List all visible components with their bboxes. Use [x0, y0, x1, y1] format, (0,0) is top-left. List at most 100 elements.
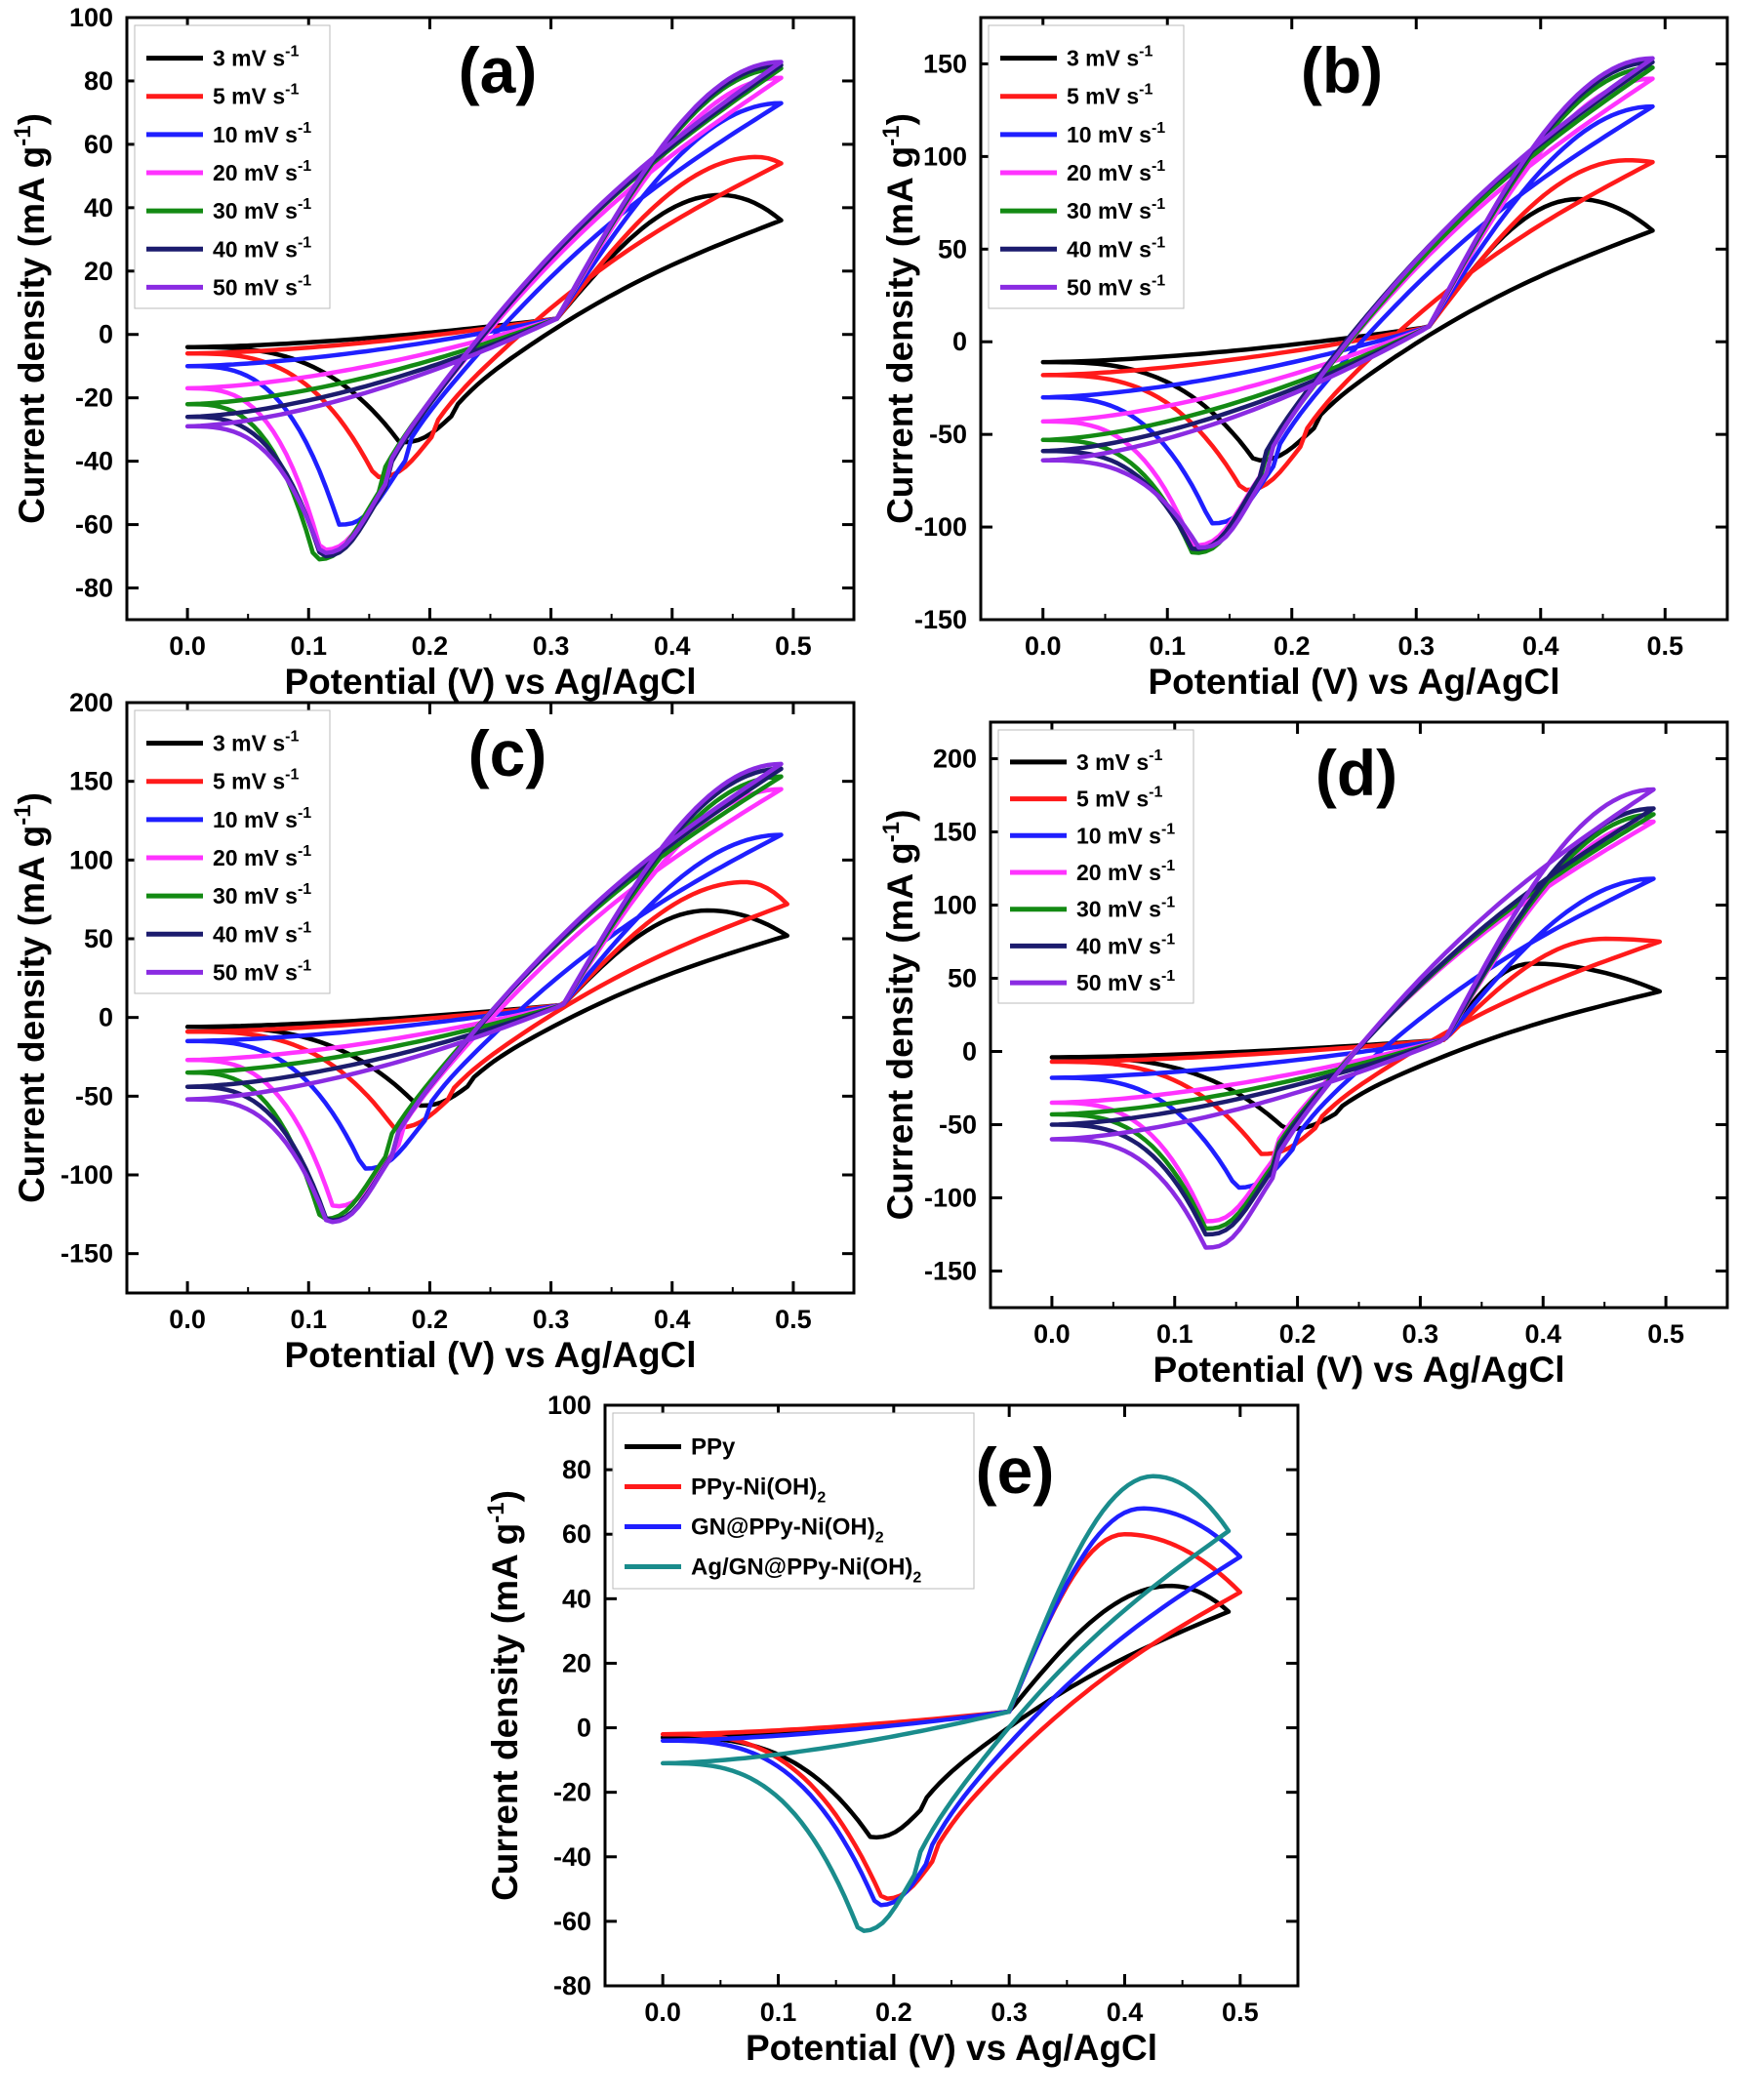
- x-tick-label: 0.5: [1647, 1319, 1684, 1349]
- legend-label-sup: -1: [285, 729, 299, 746]
- y-axis-title-tail: ): [880, 113, 920, 125]
- y-tick-label: 20: [84, 257, 113, 286]
- legend-label-main: 30 mV s: [1067, 198, 1152, 223]
- series-line-1: [1040, 196, 1655, 463]
- y-tick-label: 150: [69, 767, 113, 796]
- legend-label-main: 30 mV s: [213, 883, 298, 909]
- series-line-6: [1040, 60, 1655, 551]
- y-tick-label: -100: [914, 512, 967, 542]
- x-tick-label: 0.5: [775, 1305, 812, 1334]
- series-group: [184, 60, 784, 562]
- legend-label-sup: -1: [1152, 196, 1165, 213]
- panel-label: (a): [459, 34, 538, 106]
- legend-label-sup: -1: [298, 158, 311, 175]
- y-tick-label: 100: [547, 1391, 591, 1420]
- legend-label-sup: -1: [1149, 747, 1162, 764]
- y-axis-title: Current density (mA g-1): [10, 792, 52, 1203]
- x-tick-label: 0.0: [644, 1998, 681, 2027]
- legend-label: 50 mV s-1: [213, 957, 311, 985]
- legend-label-main: 10 mV s: [1076, 823, 1161, 848]
- legend-label-main: 40 mV s: [1076, 933, 1161, 958]
- x-tick-label: 0.5: [1646, 631, 1683, 661]
- x-tick-label: 0.3: [1397, 631, 1435, 661]
- legend-label-sup: -1: [298, 272, 311, 289]
- legend-label-sup: -1: [298, 120, 311, 137]
- legend-label: Ag/GN@PPy-Ni(OH)2: [691, 1555, 921, 1587]
- legend-box: [988, 24, 1185, 309]
- legend-label-main: 5 mV s: [213, 769, 285, 794]
- y-tick-label: -60: [75, 510, 113, 540]
- series-line-1: [184, 908, 789, 1109]
- x-axis-title: Potential (V) vs Ag/AgCl: [746, 2028, 1157, 2068]
- legend-label-main: 30 mV s: [213, 198, 298, 223]
- legend-label-main: 50 mV s: [213, 959, 298, 985]
- x-tick-label: 0.1: [1156, 1319, 1193, 1349]
- series-line-4: [660, 1474, 1232, 1933]
- legend-label: 5 mV s-1: [1067, 82, 1153, 109]
- legend-label: 30 mV s-1: [213, 881, 311, 909]
- legend-label-main: GN@PPy-Ni(OH): [691, 1514, 875, 1541]
- y-tick-label: 60: [562, 1519, 591, 1549]
- y-tick-label: 0: [99, 320, 113, 349]
- x-tick-label: 0.4: [1107, 1998, 1144, 2027]
- series-line-1: [184, 192, 784, 445]
- legend-label: 20 mV s-1: [213, 158, 311, 185]
- series-line-7: [1049, 787, 1656, 1250]
- y-tick-label: -80: [75, 574, 113, 603]
- y-axis-title-main: Current density (mA g: [485, 1523, 525, 1901]
- y-tick-label: 200: [69, 688, 113, 717]
- x-tick-label: 0.4: [1522, 631, 1559, 661]
- y-tick-label: 80: [84, 66, 113, 96]
- x-tick-label: 0.3: [991, 1998, 1028, 2027]
- y-axis-title-main: Current density (mA g: [880, 842, 920, 1220]
- legend-label: 50 mV s-1: [213, 272, 311, 300]
- y-tick-label: 100: [69, 3, 113, 32]
- legend-label-sup: -1: [1152, 120, 1165, 137]
- legend-label-sup: -1: [1152, 272, 1165, 289]
- legend-label: 30 mV s-1: [1076, 895, 1175, 922]
- legend-label: 50 mV s-1: [1076, 968, 1175, 995]
- legend-label-main: 5 mV s: [1067, 84, 1139, 109]
- y-axis-title-tail: ): [12, 113, 52, 125]
- legend-label-sup: -1: [1161, 821, 1175, 837]
- y-tick-label: 40: [562, 1584, 591, 1613]
- y-tick-label: 80: [562, 1455, 591, 1484]
- y-tick-label: -40: [553, 1842, 591, 1872]
- x-tick-label: 0.3: [533, 1305, 570, 1334]
- legend-label-main: 40 mV s: [213, 921, 298, 947]
- panel-label: (e): [976, 1434, 1055, 1507]
- legend-box: [134, 24, 331, 309]
- y-tick-label: 150: [933, 818, 977, 847]
- legend-label-sup: -1: [1161, 895, 1175, 911]
- y-tick-label: 0: [952, 327, 967, 356]
- x-tick-label: 0.4: [654, 1305, 691, 1334]
- legend-label: 10 mV s-1: [213, 805, 311, 832]
- series-line-7: [184, 761, 784, 1225]
- legend-label-main: 3 mV s: [1067, 46, 1139, 71]
- legend-label: 10 mV s-1: [213, 120, 311, 147]
- y-tick-label: 20: [562, 1648, 591, 1677]
- y-axis-title-tail: ): [880, 810, 920, 822]
- legend-label: 3 mV s-1: [213, 44, 299, 71]
- y-tick-label: -20: [553, 1778, 591, 1807]
- x-tick-label: 0.3: [1402, 1319, 1439, 1349]
- legend: 3 mV s-15 mV s-110 mV s-120 mV s-130 mV …: [988, 24, 1185, 309]
- x-tick-label: 0.2: [1279, 1319, 1316, 1349]
- legend-label-main: Ag/GN@PPy-Ni(OH): [691, 1555, 912, 1581]
- panel-1: 0.0 0.1 0.2 0.3 0.4 0.5 -80 -60 -40 -20 0 20 40 60 80 1…: [10, 3, 856, 702]
- y-tick-label: -40: [75, 447, 113, 476]
- legend-label-sub: 2: [875, 1530, 884, 1547]
- legend: PPyPPy-Ni(OH)2GN@PPy-Ni(OH)2Ag/GN@PPy-Ni…: [612, 1412, 975, 1590]
- y-tick-label: 0: [962, 1037, 977, 1067]
- x-tick-label: 0.0: [169, 1305, 206, 1334]
- y-axis-title-tail: ): [12, 792, 52, 804]
- legend-label-main: 5 mV s: [1076, 787, 1149, 812]
- series-line-4: [1049, 819, 1656, 1224]
- legend-label: 5 mV s-1: [1076, 785, 1162, 812]
- y-axis-title-sup: -1: [483, 1502, 509, 1522]
- y-tick-label: -50: [75, 1081, 113, 1111]
- y-tick-label: 50: [84, 924, 113, 953]
- panel-label: (c): [468, 717, 547, 789]
- y-tick-label: 60: [84, 130, 113, 159]
- x-tick-label: 0.4: [1524, 1319, 1561, 1349]
